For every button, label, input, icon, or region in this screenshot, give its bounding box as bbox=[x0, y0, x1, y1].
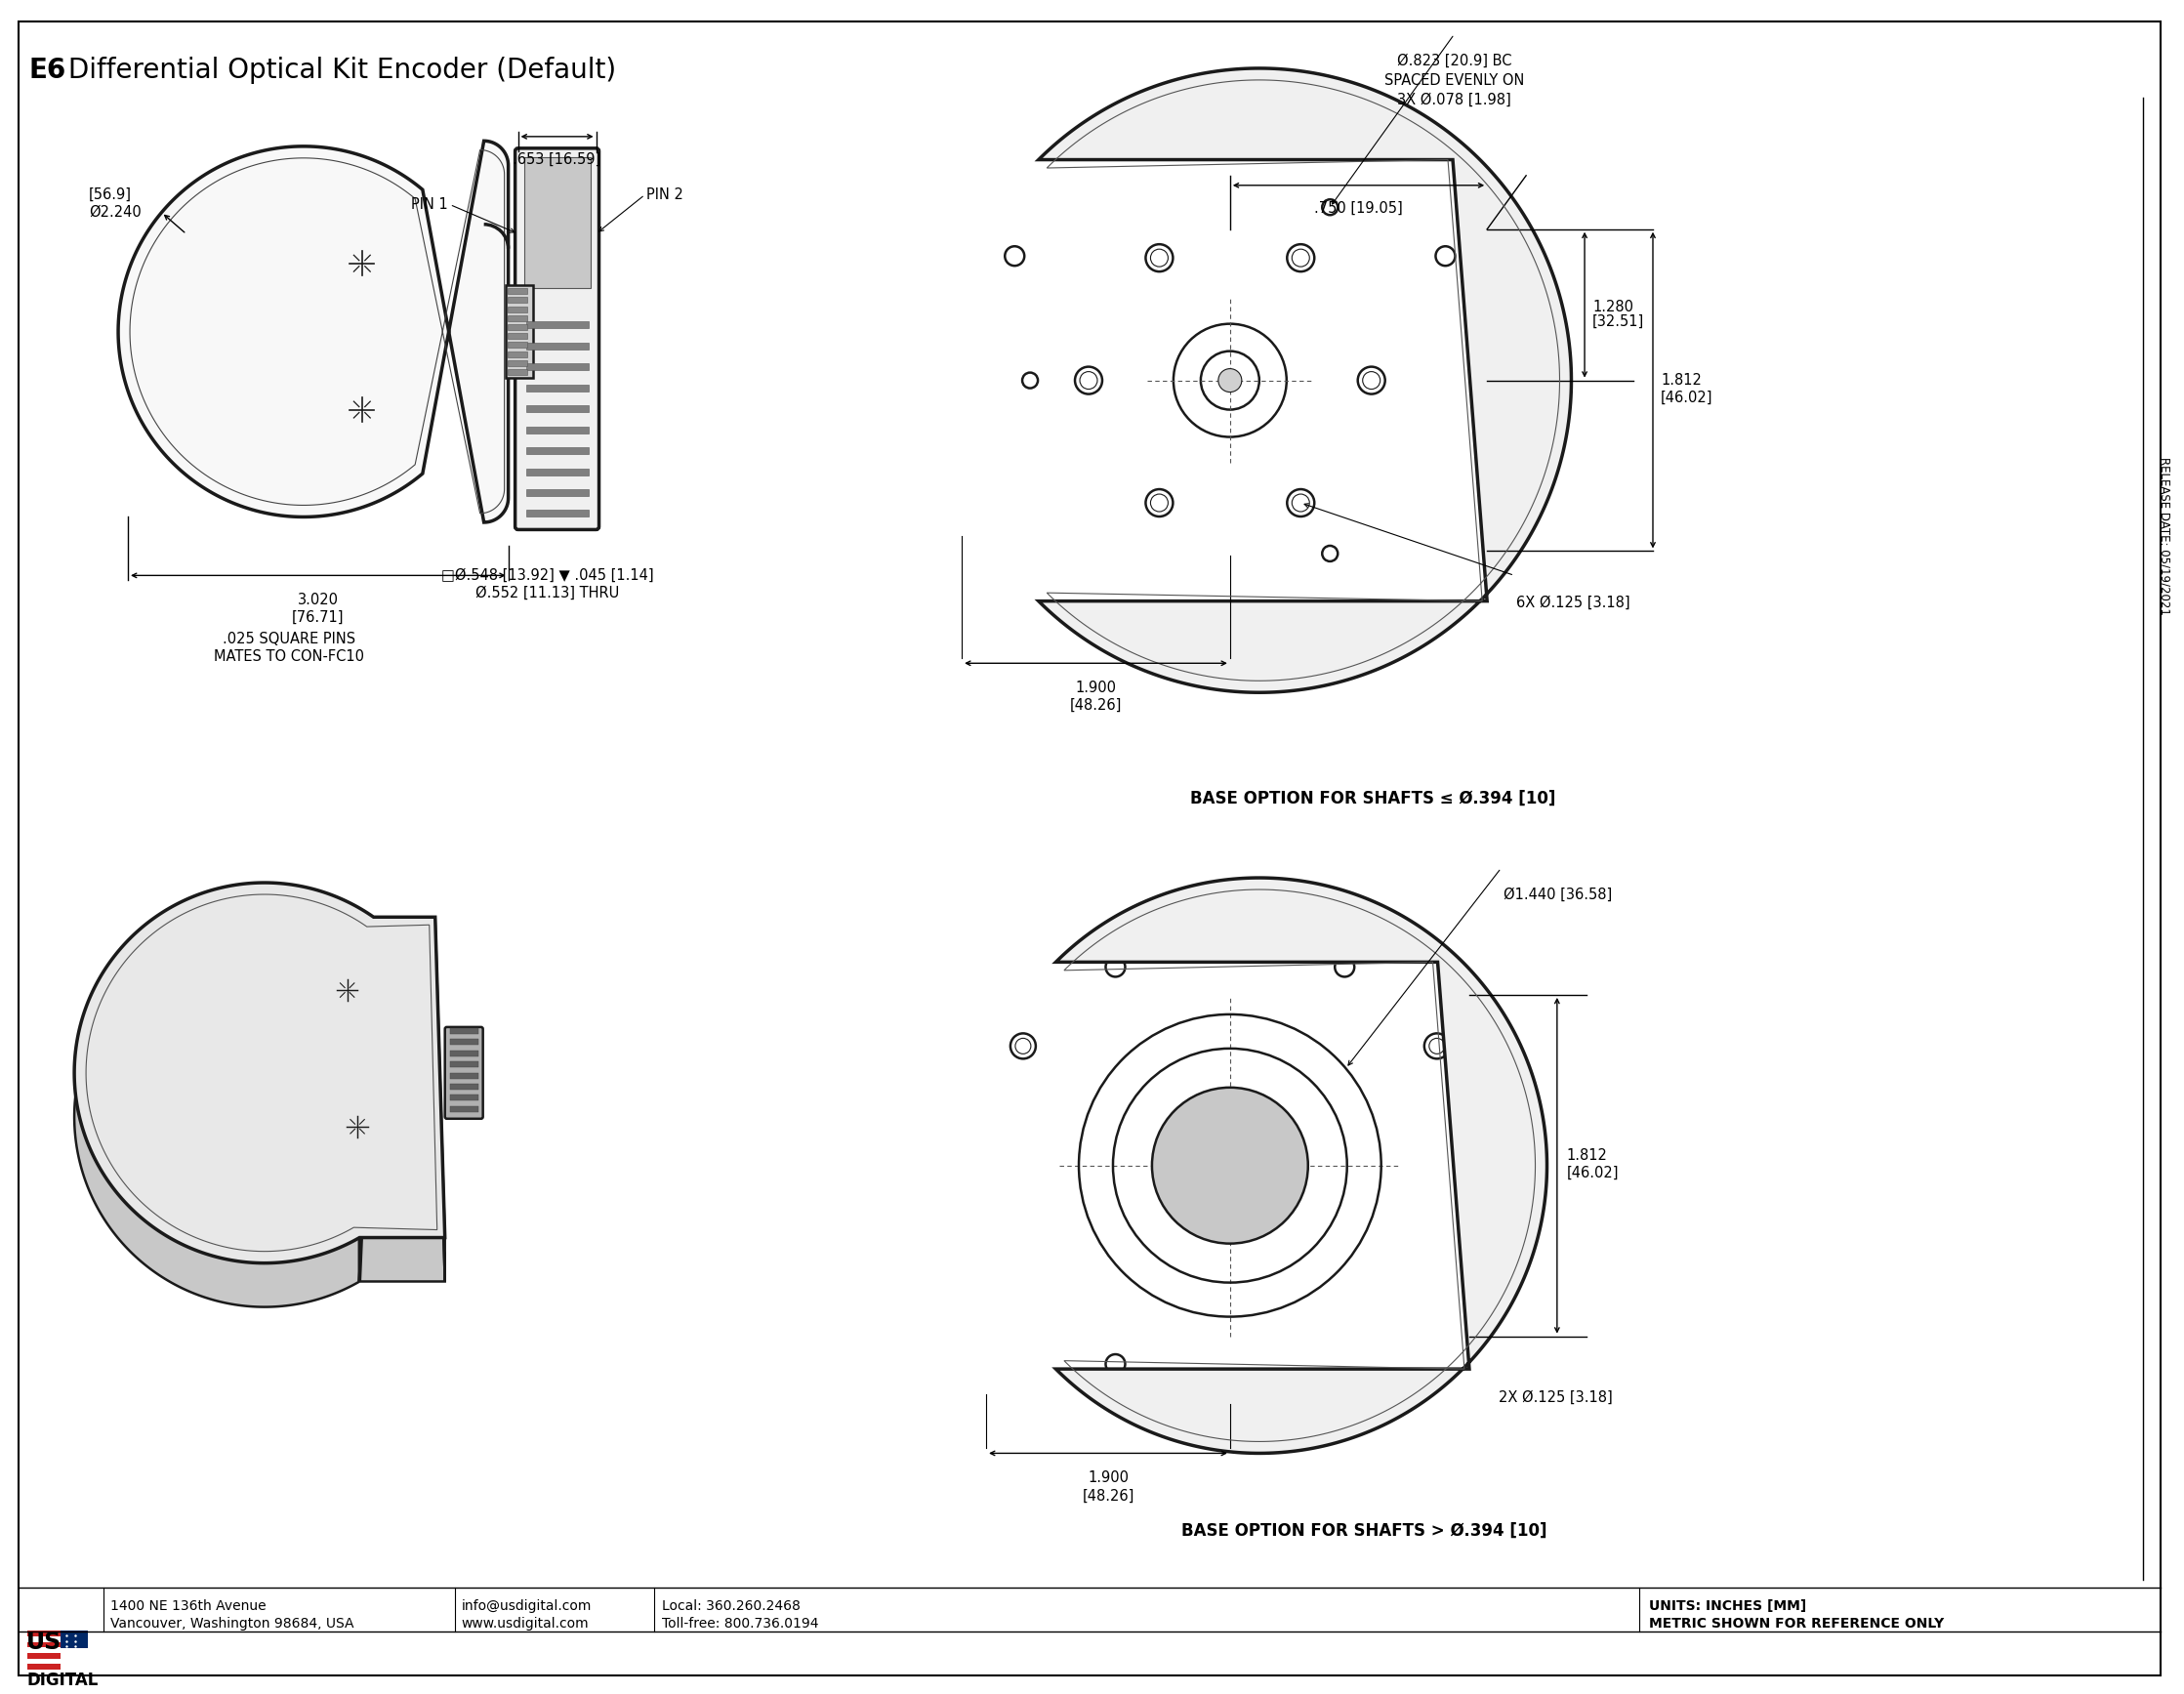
Bar bbox=[450, 1072, 478, 1079]
Bar bbox=[526, 490, 587, 496]
Bar bbox=[450, 1084, 478, 1089]
Bar bbox=[28, 1631, 87, 1670]
Polygon shape bbox=[74, 883, 446, 1264]
Text: BASE OPTION FOR SHAFTS > Ø.394 [10]: BASE OPTION FOR SHAFTS > Ø.394 [10] bbox=[1182, 1521, 1546, 1540]
Bar bbox=[28, 1631, 61, 1636]
Text: 1400 NE 136th Avenue: 1400 NE 136th Avenue bbox=[111, 1599, 266, 1613]
Text: 1.900: 1.900 bbox=[1088, 1470, 1129, 1486]
Bar bbox=[526, 427, 587, 434]
Polygon shape bbox=[118, 141, 509, 522]
Text: METRIC SHOWN FOR REFERENCE ONLY: METRIC SHOWN FOR REFERENCE ONLY bbox=[1649, 1618, 1944, 1631]
Bar bbox=[526, 385, 587, 391]
Bar bbox=[524, 158, 590, 288]
Text: Differential Optical Kit Encoder (Default): Differential Optical Kit Encoder (Defaul… bbox=[59, 56, 616, 85]
Bar bbox=[526, 468, 587, 474]
Text: RELEASE DATE: 05/19/2021: RELEASE DATE: 05/19/2021 bbox=[2158, 457, 2171, 615]
Text: 6X Ø.125 [3.18]: 6X Ø.125 [3.18] bbox=[1516, 595, 1629, 610]
Text: UNITS: INCHES [MM]: UNITS: INCHES [MM] bbox=[1649, 1599, 1806, 1613]
Bar bbox=[450, 1106, 478, 1111]
Polygon shape bbox=[1040, 68, 1570, 693]
Text: Vancouver, Washington 98684, USA: Vancouver, Washington 98684, USA bbox=[111, 1618, 354, 1631]
Text: www.usdigital.com: www.usdigital.com bbox=[461, 1618, 590, 1631]
Polygon shape bbox=[435, 916, 446, 1281]
Text: [48.26]: [48.26] bbox=[1070, 698, 1123, 713]
Bar bbox=[507, 315, 526, 322]
Polygon shape bbox=[360, 916, 373, 1281]
Circle shape bbox=[1219, 369, 1243, 391]
Text: Local: 360.260.2468: Local: 360.260.2468 bbox=[662, 1599, 802, 1613]
Circle shape bbox=[1151, 1088, 1308, 1243]
Text: 1.900: 1.900 bbox=[1075, 681, 1116, 696]
Text: US: US bbox=[26, 1631, 61, 1655]
Text: 1.812: 1.812 bbox=[1566, 1149, 1607, 1164]
Bar bbox=[507, 296, 526, 303]
Text: .750 [19.05]: .750 [19.05] bbox=[1315, 202, 1402, 215]
Bar bbox=[507, 342, 526, 347]
Bar bbox=[450, 1038, 478, 1045]
Bar bbox=[507, 307, 526, 312]
Bar bbox=[507, 361, 526, 366]
Bar bbox=[507, 324, 526, 330]
Bar bbox=[28, 1641, 61, 1648]
Bar bbox=[450, 1094, 478, 1101]
Text: MATES TO CON-FC10: MATES TO CON-FC10 bbox=[214, 649, 365, 664]
Bar bbox=[505, 285, 533, 378]
Text: Ø.552 [11.13] THRU: Ø.552 [11.13] THRU bbox=[476, 584, 620, 600]
Text: [76.71]: [76.71] bbox=[293, 610, 345, 623]
Text: Ø1.440 [36.58]: Ø1.440 [36.58] bbox=[1503, 888, 1612, 903]
Text: 1.280: 1.280 bbox=[1592, 300, 1634, 315]
Bar bbox=[526, 342, 587, 349]
Text: BASE OPTION FOR SHAFTS ≤ Ø.394 [10]: BASE OPTION FOR SHAFTS ≤ Ø.394 [10] bbox=[1190, 789, 1555, 808]
Polygon shape bbox=[1055, 877, 1546, 1453]
Text: [46.02]: [46.02] bbox=[1566, 1165, 1618, 1181]
Text: Ø2.240: Ø2.240 bbox=[90, 205, 142, 220]
Bar bbox=[450, 1062, 478, 1067]
Bar bbox=[507, 369, 526, 374]
Bar bbox=[526, 364, 587, 371]
Bar bbox=[526, 405, 587, 412]
Text: 1.812: 1.812 bbox=[1660, 373, 1701, 388]
Bar bbox=[28, 1653, 61, 1658]
Polygon shape bbox=[74, 927, 446, 1308]
Bar bbox=[507, 288, 526, 295]
Bar bbox=[507, 351, 526, 357]
Text: info@usdigital.com: info@usdigital.com bbox=[461, 1599, 592, 1613]
Bar bbox=[61, 1631, 87, 1648]
Text: E6: E6 bbox=[28, 56, 66, 85]
Text: PIN 1: PIN 1 bbox=[411, 197, 448, 212]
Text: Ø.823 [20.9] BC: Ø.823 [20.9] BC bbox=[1398, 54, 1511, 68]
Text: [48.26]: [48.26] bbox=[1081, 1489, 1133, 1503]
FancyBboxPatch shape bbox=[515, 149, 598, 530]
Bar bbox=[450, 1050, 478, 1055]
Text: □Ø.548 [13.92] ▼ .045 [1.14]: □Ø.548 [13.92] ▼ .045 [1.14] bbox=[441, 567, 653, 583]
Bar bbox=[28, 1664, 61, 1670]
Text: 3.020: 3.020 bbox=[297, 593, 339, 608]
Bar bbox=[507, 334, 526, 339]
Text: [46.02]: [46.02] bbox=[1660, 391, 1712, 405]
Text: .025 SQUARE PINS: .025 SQUARE PINS bbox=[223, 632, 356, 647]
Text: [56.9]: [56.9] bbox=[90, 188, 131, 202]
Bar bbox=[450, 1028, 478, 1033]
Text: SPACED EVENLY ON: SPACED EVENLY ON bbox=[1385, 73, 1524, 88]
Text: .653 [16.59]: .653 [16.59] bbox=[513, 152, 601, 166]
Bar bbox=[526, 510, 587, 517]
Text: Toll-free: 800.736.0194: Toll-free: 800.736.0194 bbox=[662, 1618, 819, 1631]
Text: PIN 2: PIN 2 bbox=[646, 188, 684, 202]
FancyBboxPatch shape bbox=[446, 1027, 483, 1118]
Bar bbox=[526, 322, 587, 329]
Text: DIGITAL: DIGITAL bbox=[26, 1672, 98, 1689]
Text: 3X Ø.078 [1.98]: 3X Ø.078 [1.98] bbox=[1398, 93, 1511, 107]
Bar bbox=[526, 447, 587, 454]
Text: [32.51]: [32.51] bbox=[1592, 315, 1645, 329]
Text: 2X Ø.125 [3.18]: 2X Ø.125 [3.18] bbox=[1498, 1389, 1612, 1404]
